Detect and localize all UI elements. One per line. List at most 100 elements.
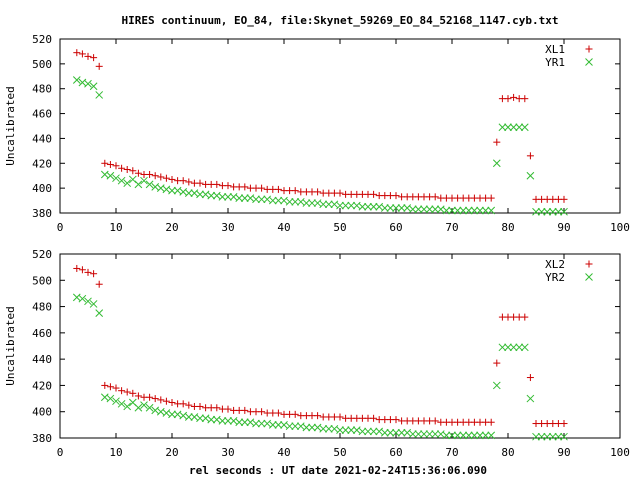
data-point-XL1 (123, 166, 131, 173)
top-plot-panel: 0 10 20 30 40 50 60 70 80 90 100 380 400 420 440 460 480… (4, 33, 630, 234)
series-XL2 (73, 264, 568, 428)
data-point-XL2 (291, 410, 299, 418)
data-point-YR2 (380, 428, 389, 437)
data-point-YR2 (285, 422, 294, 431)
x-tick-label: 60 (389, 446, 402, 459)
y-tick-label: 400 (32, 406, 52, 419)
data-point-XL2 (370, 414, 378, 422)
x-tick-label: 10 (109, 446, 122, 459)
y-axis-label: Uncalibrated (4, 86, 17, 165)
data-point-YR2 (302, 423, 311, 432)
chart-title: HIRES continuum, EO_84, file:Skynet_5926… (121, 14, 558, 27)
legend-label-XL1: XL1 (545, 43, 565, 56)
data-point-YR2 (291, 422, 300, 431)
data-point-YR2 (369, 427, 378, 436)
data-point-XL1 (90, 54, 98, 62)
data-point-YR1 (106, 171, 115, 180)
data-point-YR2 (526, 394, 535, 403)
data-point-YR1 (532, 207, 540, 216)
data-point-YR1 (257, 195, 266, 204)
data-point-YR2 (252, 419, 260, 428)
data-point-YR2 (504, 343, 512, 352)
x-tick-label: 30 (221, 221, 234, 234)
data-point-YR2 (95, 309, 104, 317)
data-point-YR2 (268, 421, 277, 429)
data-point-YR2 (464, 431, 473, 440)
data-point-XL1 (314, 188, 322, 196)
data-point-YR2 (414, 430, 423, 438)
data-point-XL2 (224, 405, 232, 413)
data-point-YR2 (123, 402, 132, 411)
data-point-YR1 (308, 199, 316, 207)
data-point-YR1 (112, 174, 120, 183)
data-point-YR1 (89, 82, 98, 91)
y-tick-label: 380 (32, 207, 52, 220)
y-tick-label: 500 (32, 274, 52, 287)
data-point-YR2 (218, 417, 227, 425)
data-point-XL2 (521, 313, 529, 321)
y-tick-label: 520 (32, 248, 52, 261)
data-point-YR1 (476, 206, 484, 215)
data-point-XL2 (274, 409, 282, 417)
data-point-YR1 (319, 200, 328, 209)
data-point-YR2 (425, 430, 434, 438)
data-point-YR1 (459, 206, 468, 215)
data-point-YR1 (72, 76, 81, 84)
data-point-XL1 (118, 164, 126, 172)
data-point-XL1 (179, 177, 187, 185)
data-point-YR1 (543, 207, 552, 216)
data-point-XL2 (392, 416, 400, 424)
data-point-YR1 (408, 205, 417, 214)
y-tick-label: 440 (32, 132, 52, 145)
data-point-YR1 (492, 159, 501, 168)
data-point-YR2 (442, 431, 451, 440)
x-tick-label: 70 (445, 446, 458, 459)
y-tick-label: 520 (32, 33, 52, 46)
data-point-YR2 (408, 430, 417, 438)
data-point-YR2 (453, 431, 462, 440)
data-point-YR2 (397, 428, 406, 437)
data-point-XL2 (84, 268, 92, 276)
x-axis-label: rel seconds : UT date 2021-02-24T15:36:0… (189, 464, 487, 477)
data-point-YR2 (347, 426, 356, 434)
x-tick-label: 90 (557, 446, 570, 459)
y-tick-label: 380 (32, 432, 52, 445)
data-point-YR1 (184, 189, 193, 197)
plot-frame (59, 38, 621, 214)
y-tick-label: 420 (32, 379, 52, 392)
data-point-XL1 (185, 178, 193, 186)
data-point-YR2 (492, 381, 501, 390)
data-point-YR2 (448, 431, 456, 440)
data-point-XL1 (129, 167, 137, 175)
data-point-YR1 (358, 202, 367, 211)
data-point-XL2 (118, 387, 126, 395)
data-point-YR1 (509, 123, 518, 132)
series-YR1 (72, 76, 568, 216)
data-point-XL2 (134, 392, 142, 400)
data-point-YR1 (380, 204, 389, 212)
x-tick-label: 0 (57, 221, 64, 234)
x-tick-label: 30 (221, 446, 234, 459)
data-point-YR2 (145, 403, 154, 412)
data-point-XL2 (179, 400, 187, 408)
data-point-XL1 (274, 185, 282, 193)
data-point-XL2 (101, 381, 109, 389)
data-point-YR2 (560, 432, 568, 441)
data-point-YR1 (324, 200, 333, 209)
data-point-XL2 (213, 404, 221, 412)
y-tick-label: 400 (32, 182, 52, 195)
data-point-XL2 (314, 412, 322, 420)
data-point-YR1 (420, 205, 428, 214)
data-point-XL1 (370, 190, 378, 198)
legend-label-XL2: XL2 (545, 258, 565, 271)
data-point-XL1 (157, 173, 165, 181)
data-point-YR1 (240, 194, 249, 202)
data-point-XL2 (258, 408, 266, 416)
data-point-YR2 (319, 424, 328, 433)
data-point-XL1 (168, 175, 176, 183)
data-point-YR2 (168, 410, 176, 419)
data-point-YR2 (341, 426, 350, 434)
data-point-YR1 (498, 123, 507, 132)
data-point-XL2 (95, 280, 103, 288)
data-point-XL2 (146, 393, 154, 401)
